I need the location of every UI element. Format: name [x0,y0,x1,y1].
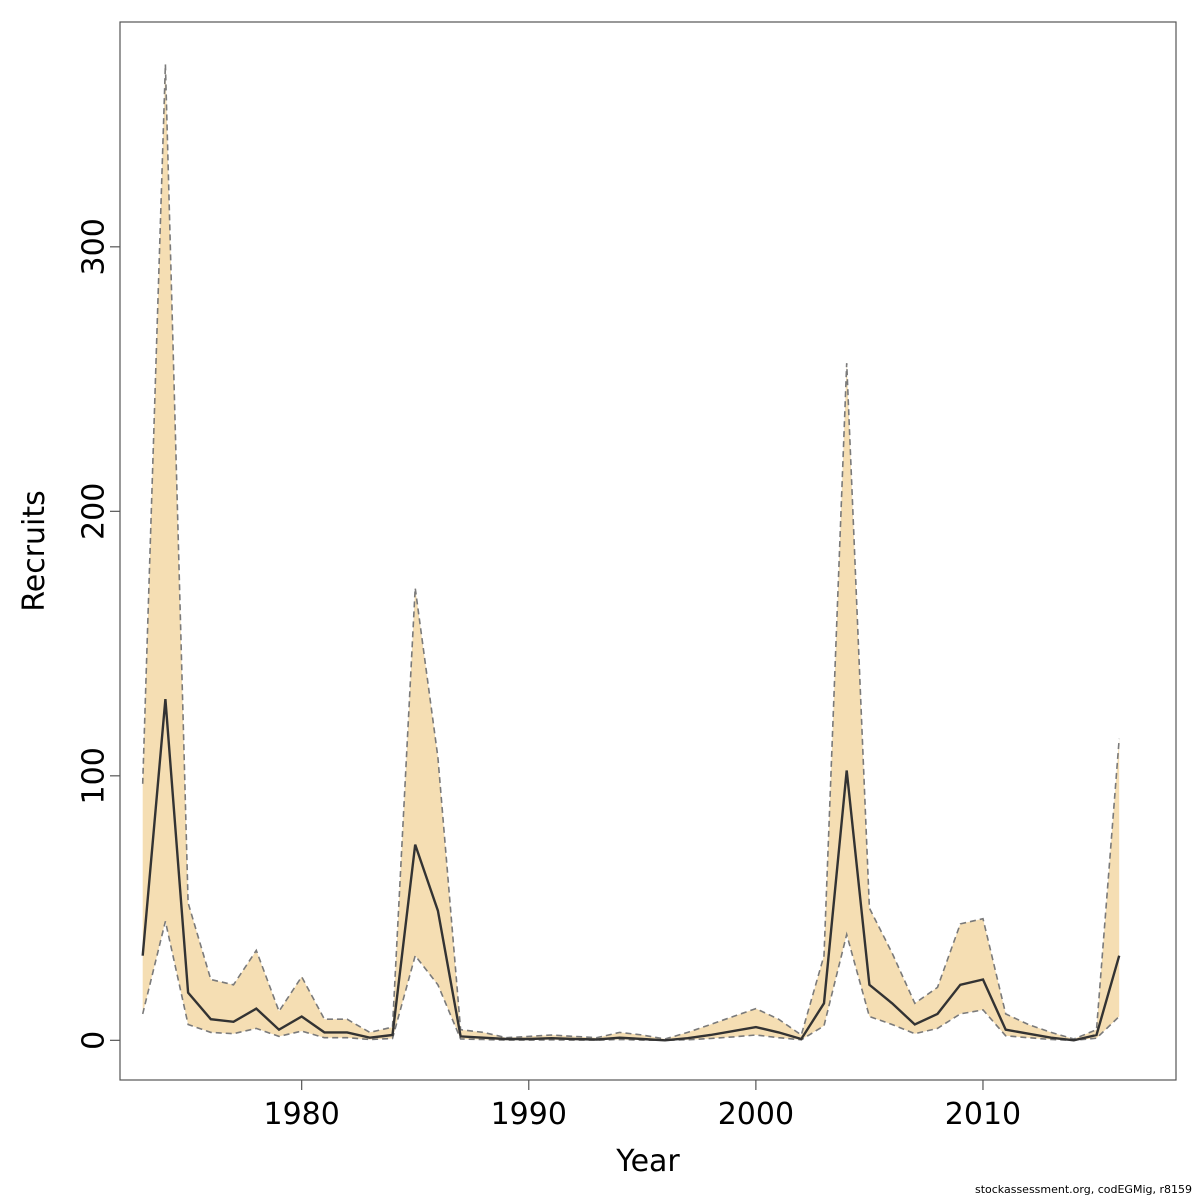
x-tick-label: 2010 [945,1097,1021,1132]
x-tick-label: 1980 [263,1097,339,1132]
y-axis-label: Recruits [17,490,52,612]
y-tick-label: 200 [77,483,112,540]
confidence-band [142,64,1120,1041]
lower-bound-line [141,921,1120,1042]
confidence-band-layer [142,64,1120,1041]
y-tick-label: 0 [77,1031,112,1050]
y-tick-label: 100 [77,747,112,804]
y-tick-label: 300 [77,218,112,275]
x-axis-label: Year [615,1144,680,1179]
series-line-layer [141,64,1121,1042]
footer-note: stockassessment.org, codEGMig, r8159 [974,1183,1192,1196]
y-axis: 0 100 200 300 [77,218,120,1050]
x-tick-label: 1990 [491,1097,567,1132]
estimate-line [141,698,1121,1042]
x-tick-label: 2000 [718,1097,794,1132]
plot-frame [119,21,1177,1081]
x-axis: 1980 1990 2000 2010 [263,1080,1021,1132]
upper-bound-line [141,64,1120,1040]
